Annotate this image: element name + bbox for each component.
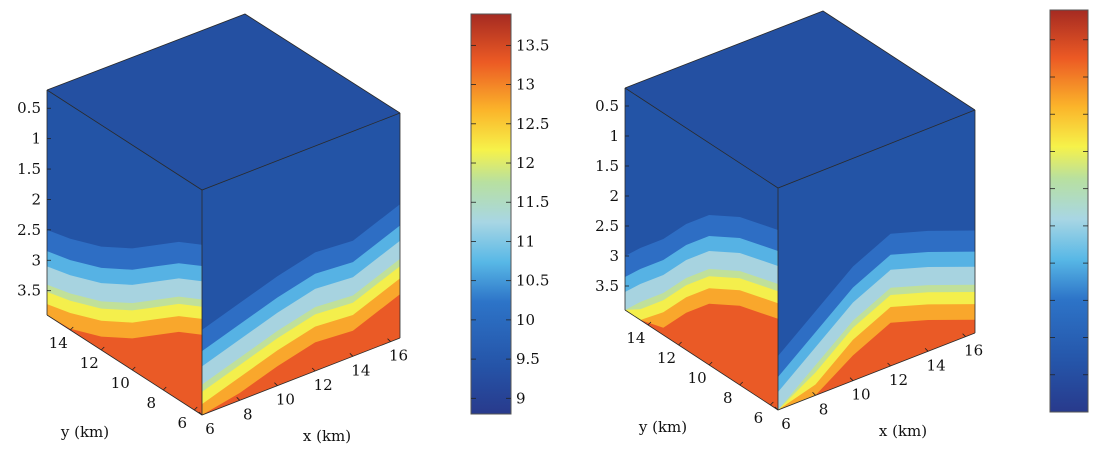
colorbar-tick-label: 10.5: [516, 272, 549, 290]
x-tick-label: 8: [243, 405, 253, 423]
x-tick-mark: [849, 377, 854, 381]
z-tick-label: 3.5: [17, 282, 41, 300]
z-tick-label: 2: [31, 190, 41, 208]
z-tick-label: 3: [31, 251, 41, 269]
y-tick-label: 8: [723, 389, 733, 407]
z-tick-label: 3: [609, 247, 619, 265]
x-tick-mark: [774, 406, 779, 411]
z-tick-label: 0.5: [595, 97, 619, 115]
z-tick-label: 0.5: [17, 99, 41, 117]
y-tick-label: 10: [688, 369, 707, 387]
x-tick-mark: [311, 367, 316, 372]
y-axis-label: y (km): [638, 418, 687, 436]
y-tick-label: 12: [657, 349, 676, 367]
y-tick-label: 8: [146, 394, 156, 412]
y-tick-mark: [708, 361, 713, 366]
cube-edge-back: [46, 13, 401, 114]
y-tick-mark: [131, 366, 136, 371]
x-tick-mark: [887, 362, 891, 367]
x-tick-mark: [924, 348, 929, 352]
x-tick-mark: [274, 382, 278, 386]
left-colorbar: 9 9.5 10 10.5 11 11.5 12 12.5 13 13.5: [470, 13, 549, 415]
x-tick-label: 14: [927, 356, 946, 374]
x-tick-label: 6: [781, 415, 791, 433]
y-tick-mark: [770, 401, 774, 406]
x-tick-mark: [962, 333, 966, 337]
colorbar-tick-label: 11.5: [516, 193, 549, 211]
y-tick-label: 6: [754, 409, 764, 427]
right-band-red-orange: [778, 319, 975, 410]
left-cube-plot: 0.5 1 1.5 2 2.5 3 3.5 6 8 10 12 14 6 8 10 12 14 16 y (km) x…: [17, 13, 408, 445]
colorbar-tick-label: 13: [516, 76, 535, 94]
colorbar-tick-label: 12: [516, 154, 535, 172]
x-tick-mark: [387, 338, 391, 342]
y-tick-mark: [647, 321, 652, 326]
right-cube-plot: 0.5 1 1.5 2 2.5 3 3.5 6 8 10 12 14 6 8 10 12 14 16 y (km) x…: [595, 10, 983, 440]
colorbar-rect: [1049, 9, 1089, 413]
y-tick-label: 10: [111, 374, 130, 392]
colorbar-rect: [470, 13, 512, 415]
right-colorbar: [1049, 9, 1089, 413]
x-tick-label: 14: [351, 361, 370, 379]
colorbar-tick-label: 11: [516, 232, 535, 250]
z-tick-label: 1: [31, 130, 41, 148]
x-axis-label: x (km): [303, 427, 351, 445]
colorbar-tick-label: 9: [516, 389, 526, 407]
colorbar-tick-label: 10: [516, 311, 535, 329]
x-tick-label: 10: [852, 386, 871, 404]
z-tick-label: 2.5: [17, 221, 41, 239]
top-face: [47, 14, 400, 190]
colorbar-tick-label: 9.5: [516, 350, 540, 368]
cube-edge-back: [624, 10, 976, 111]
x-axis-label: x (km): [879, 422, 927, 440]
y-tick-label: 12: [80, 354, 99, 372]
y-tick-mark: [100, 346, 105, 351]
right-band-red-orange: [202, 294, 400, 415]
colorbar-tick-label: 12.5: [516, 115, 549, 133]
colorbar-tick-label: 13.5: [516, 36, 549, 54]
y-tick-mark: [193, 406, 198, 411]
x-tick-label: 12: [889, 371, 908, 389]
x-tick-label: 10: [276, 391, 295, 409]
z-tick-label: 3.5: [595, 277, 619, 295]
y-tick-mark: [162, 386, 167, 391]
x-tick-label: 8: [819, 400, 829, 418]
y-tick-label: 14: [626, 329, 645, 347]
x-tick-mark: [812, 392, 816, 396]
z-tick-label: 2.5: [595, 217, 619, 235]
x-tick-label: 6: [205, 420, 215, 438]
y-tick-mark: [69, 326, 74, 331]
y-tick-mark: [678, 341, 682, 346]
x-tick-label: 12: [314, 376, 333, 394]
z-tick-label: 1.5: [17, 160, 41, 178]
x-tick-mark: [349, 353, 354, 357]
front-band-red-orange: [625, 303, 778, 410]
x-tick-label: 16: [389, 347, 408, 365]
y-tick-label: 6: [177, 414, 187, 432]
x-tick-mark: [236, 397, 240, 401]
z-tick-label: 1: [609, 127, 619, 145]
x-tick-mark: [198, 411, 203, 416]
y-tick-mark: [739, 381, 744, 386]
y-axis-label: y (km): [60, 423, 109, 441]
z-tick-label: 2: [609, 187, 619, 205]
right-band-orange: [202, 278, 400, 415]
x-tick-label: 16: [964, 342, 983, 360]
top-face: [625, 11, 975, 188]
y-tick-label: 14: [49, 334, 68, 352]
z-tick-label: 1.5: [595, 157, 619, 175]
